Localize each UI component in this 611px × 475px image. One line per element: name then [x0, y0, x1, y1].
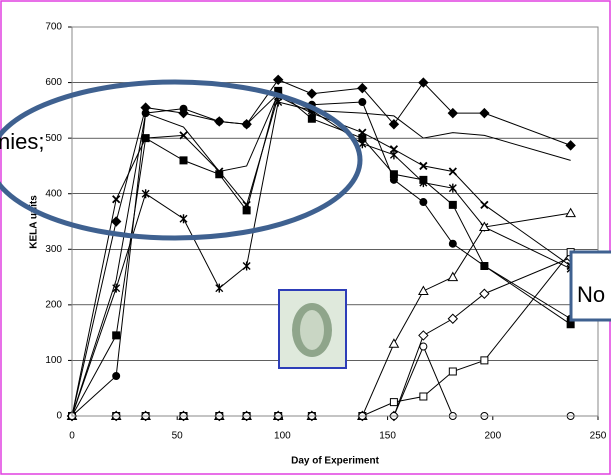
point: [215, 117, 224, 126]
point: [418, 330, 429, 341]
y-tick-label: 500: [45, 133, 62, 144]
point: [419, 342, 428, 351]
point: [447, 313, 459, 324]
point: [480, 261, 489, 270]
point: [112, 195, 121, 204]
point: [419, 198, 428, 207]
point: [565, 140, 576, 151]
point: [419, 178, 428, 188]
point: [566, 320, 575, 329]
series-line: [71, 95, 571, 417]
callout-box: [569, 250, 611, 322]
point: [389, 150, 398, 160]
x-axis-label: Day of Experiment: [291, 456, 379, 467]
callout-text: No: [577, 282, 605, 307]
point: [388, 338, 400, 348]
y-tick-label: 700: [45, 22, 62, 33]
point: [242, 120, 251, 129]
point: [272, 74, 284, 86]
point: [418, 285, 429, 295]
point: [179, 131, 188, 140]
point: [242, 200, 251, 209]
point: [274, 97, 283, 107]
y-tick-label: 0: [56, 411, 62, 422]
point: [357, 82, 368, 94]
y-tick-label: 600: [45, 77, 62, 88]
point: [358, 139, 367, 149]
x-tick-label: 250: [590, 431, 607, 442]
point: [448, 183, 457, 193]
x-tick-label: 0: [69, 431, 75, 442]
highlight-ellipse: [0, 79, 363, 241]
point: [141, 134, 150, 143]
point: [448, 367, 457, 376]
point: [479, 107, 490, 119]
point: [448, 167, 457, 176]
y-tick-label: 400: [45, 188, 62, 199]
y-tick-label: 300: [45, 244, 62, 255]
point: [242, 261, 251, 271]
y-tick-label: 100: [45, 355, 62, 366]
point: [110, 216, 122, 227]
point: [565, 207, 577, 218]
point: [448, 200, 457, 209]
point: [419, 392, 428, 401]
point: [112, 331, 121, 340]
y-tick-label: 200: [45, 299, 62, 310]
x-tick-label: 150: [379, 431, 396, 442]
point: [179, 156, 188, 165]
point: [448, 239, 457, 248]
point: [141, 189, 150, 199]
x-tick-label: 200: [484, 431, 501, 442]
point: [179, 214, 188, 224]
point: [479, 221, 490, 232]
point: [179, 104, 188, 113]
point: [389, 170, 398, 179]
point: [418, 77, 429, 88]
point: [112, 283, 121, 293]
point: [447, 271, 459, 282]
point: [479, 288, 490, 299]
point: [447, 107, 459, 119]
point: [358, 128, 367, 137]
y-axis-label: KELA units: [29, 195, 40, 249]
tick-shield: [300, 310, 324, 350]
point: [215, 283, 224, 293]
plot-border: [71, 26, 599, 417]
point: [419, 161, 428, 171]
point: [358, 98, 367, 107]
overlay-text: nies;: [0, 129, 44, 154]
x-tick-label: 50: [172, 431, 184, 442]
point: [306, 88, 318, 99]
x-tick-label: 100: [274, 431, 291, 442]
point: [480, 356, 489, 365]
point: [389, 398, 398, 407]
series-line: [71, 101, 571, 417]
tick-image: [278, 289, 347, 369]
point: [480, 200, 489, 209]
point: [112, 371, 121, 380]
point: [388, 119, 400, 130]
series-line: [71, 79, 571, 417]
